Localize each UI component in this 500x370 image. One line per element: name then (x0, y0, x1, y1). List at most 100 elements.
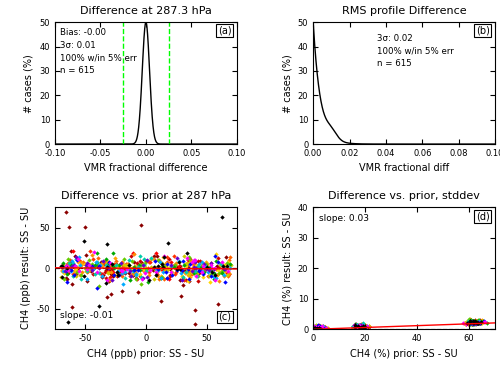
Point (224, 259, 232, 265)
Point (68, 258, 76, 264)
Point (182, 261, 190, 267)
Point (158, 274, 166, 280)
Point (106, 260, 114, 266)
Text: (c): (c) (218, 312, 232, 322)
Point (138, 260, 146, 266)
Point (352, 324, 360, 330)
Point (161, 264, 169, 270)
Point (354, 323, 362, 329)
Point (138, 276, 146, 282)
Point (82, 262, 90, 268)
Point (321, 325, 329, 331)
Point (166, 263, 174, 269)
Point (474, 319, 482, 325)
Point (120, 269, 128, 275)
Point (146, 259, 154, 265)
Point (352, 324, 360, 330)
Point (318, 324, 326, 330)
Point (116, 262, 124, 268)
Point (151, 266, 159, 272)
Point (316, 323, 324, 329)
Point (130, 272, 138, 278)
Point (312, 325, 320, 331)
Point (314, 322, 322, 328)
Point (468, 320, 476, 326)
Point (356, 322, 364, 328)
Point (473, 320, 481, 326)
Point (472, 319, 480, 325)
Point (357, 323, 365, 329)
Point (208, 269, 216, 275)
Point (198, 274, 206, 280)
Point (474, 320, 482, 326)
Point (355, 324, 363, 330)
Point (144, 257, 152, 263)
Point (134, 266, 142, 272)
Point (224, 269, 232, 275)
Point (102, 262, 110, 268)
Point (119, 261, 127, 267)
Point (192, 265, 200, 271)
Point (314, 326, 322, 332)
Point (164, 275, 172, 280)
Point (478, 317, 486, 323)
Point (152, 269, 160, 275)
Point (163, 275, 171, 281)
Point (73, 264, 81, 270)
Point (354, 323, 362, 329)
Point (68, 263, 76, 269)
Point (64, 267, 72, 273)
Point (478, 319, 486, 324)
Point (88, 263, 96, 269)
Point (358, 322, 366, 328)
Point (73, 257, 81, 263)
Point (312, 325, 320, 331)
Point (472, 320, 480, 326)
Point (316, 326, 324, 332)
Point (467, 318, 475, 324)
Point (132, 263, 140, 269)
Point (90, 256, 98, 262)
Point (188, 269, 196, 275)
Point (466, 319, 474, 325)
Point (316, 324, 324, 330)
Point (208, 260, 216, 266)
Point (69, 271, 77, 277)
Point (108, 277, 116, 283)
Point (103, 258, 111, 264)
Point (462, 320, 470, 326)
Point (184, 272, 192, 278)
Point (314, 326, 322, 332)
Point (104, 242, 112, 248)
Point (85, 267, 93, 273)
Point (358, 322, 366, 328)
Point (170, 263, 177, 269)
Point (170, 264, 177, 270)
Point (472, 320, 480, 326)
Point (68, 304, 76, 310)
Point (358, 322, 366, 328)
Point (156, 258, 164, 264)
Point (354, 324, 362, 330)
Point (354, 323, 362, 329)
Point (360, 323, 368, 329)
Point (146, 268, 154, 273)
Point (310, 326, 318, 332)
Point (315, 324, 323, 330)
Point (316, 326, 324, 332)
Point (318, 326, 326, 332)
Point (313, 326, 321, 332)
Point (182, 269, 190, 275)
Point (224, 270, 232, 276)
Point (140, 256, 147, 262)
Point (313, 325, 321, 331)
Point (141, 260, 149, 266)
Point (309, 325, 317, 331)
Point (315, 326, 323, 332)
Point (314, 324, 322, 330)
Point (316, 323, 324, 329)
Point (142, 268, 150, 274)
Point (461, 320, 469, 326)
Y-axis label: # cases (%): # cases (%) (282, 54, 292, 112)
Point (314, 326, 322, 332)
